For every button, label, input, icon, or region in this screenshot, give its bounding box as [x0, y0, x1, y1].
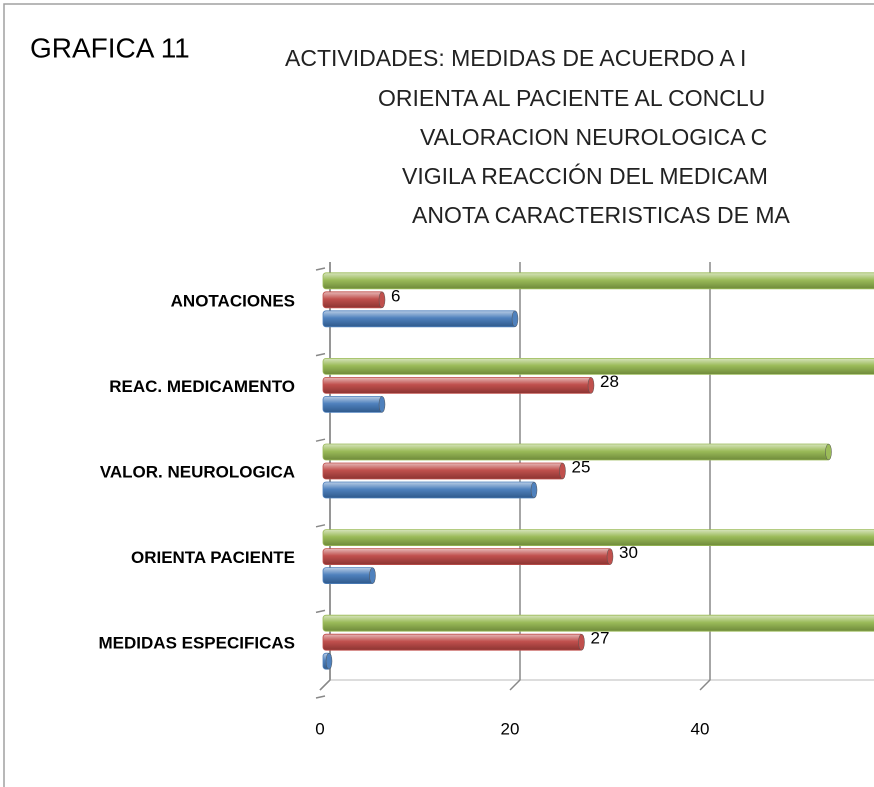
category-tick: [315, 267, 326, 271]
subtitle-line: VALORACION NEUROLOGICA C: [420, 124, 767, 150]
data-label: 30: [619, 543, 638, 562]
bar-end: [378, 291, 386, 309]
category-tick: [315, 524, 326, 528]
category-tick: [315, 609, 326, 614]
subtitle-line: VIGILA REACCIÓN DEL MEDICAM: [402, 163, 768, 189]
y-tick-label: ORIENTA PACIENTE: [131, 548, 295, 567]
y-tick-label: VALOR. NEUROLOGICA: [100, 462, 295, 481]
data-label: 6: [391, 286, 400, 305]
bar-end: [559, 462, 566, 480]
chart-title: GRAFICA 11: [30, 32, 190, 63]
bar: [322, 358, 874, 375]
grid-line: [509, 262, 521, 691]
subtitle-line: ORIENTA AL PACIENTE AL CONCLU: [378, 85, 765, 111]
grid-line: [699, 262, 711, 691]
bar: [322, 376, 594, 394]
bar: [322, 395, 385, 413]
x-tick-label: 20: [501, 719, 520, 738]
x-tick-label: 40: [691, 719, 710, 738]
subtitle-line: ANOTA CARACTERISTICAS DE MA: [412, 202, 791, 228]
bar-end: [530, 481, 538, 499]
bar-end: [606, 548, 614, 565]
bar: [322, 614, 874, 632]
bar-end: [587, 377, 595, 394]
bar: [322, 567, 375, 584]
bar: [322, 310, 518, 328]
bar: [322, 462, 565, 480]
bar: [322, 529, 874, 546]
bar-end: [578, 633, 585, 651]
bar-end: [511, 310, 519, 328]
data-label: 25: [572, 457, 591, 476]
y-tick-label: ANOTACIONES: [171, 291, 295, 310]
bar: [322, 272, 874, 290]
y-tick-label: MEDIDAS ESPECIFICAS: [99, 634, 295, 653]
y-tick-label: REAC. MEDICAMENTO: [109, 377, 295, 396]
category-tick: [315, 438, 326, 442]
data-label: 27: [591, 629, 610, 648]
subtitle-line: ACTIVIDADES: MEDIDAS DE ACUERDO A I: [285, 45, 746, 71]
bar-end: [378, 396, 386, 413]
bar-end: [369, 567, 376, 584]
bar: [322, 548, 613, 565]
x-tick-label: 0: [315, 719, 324, 738]
floor: [319, 679, 874, 691]
category-tick: [315, 695, 326, 699]
bar: [322, 481, 537, 499]
category-tick: [315, 352, 326, 357]
bar-end: [325, 652, 333, 670]
bar-end: [825, 443, 832, 461]
bar: [322, 291, 385, 309]
frame: [3, 3, 874, 787]
bar: [322, 633, 584, 651]
data-label: 28: [600, 372, 619, 391]
